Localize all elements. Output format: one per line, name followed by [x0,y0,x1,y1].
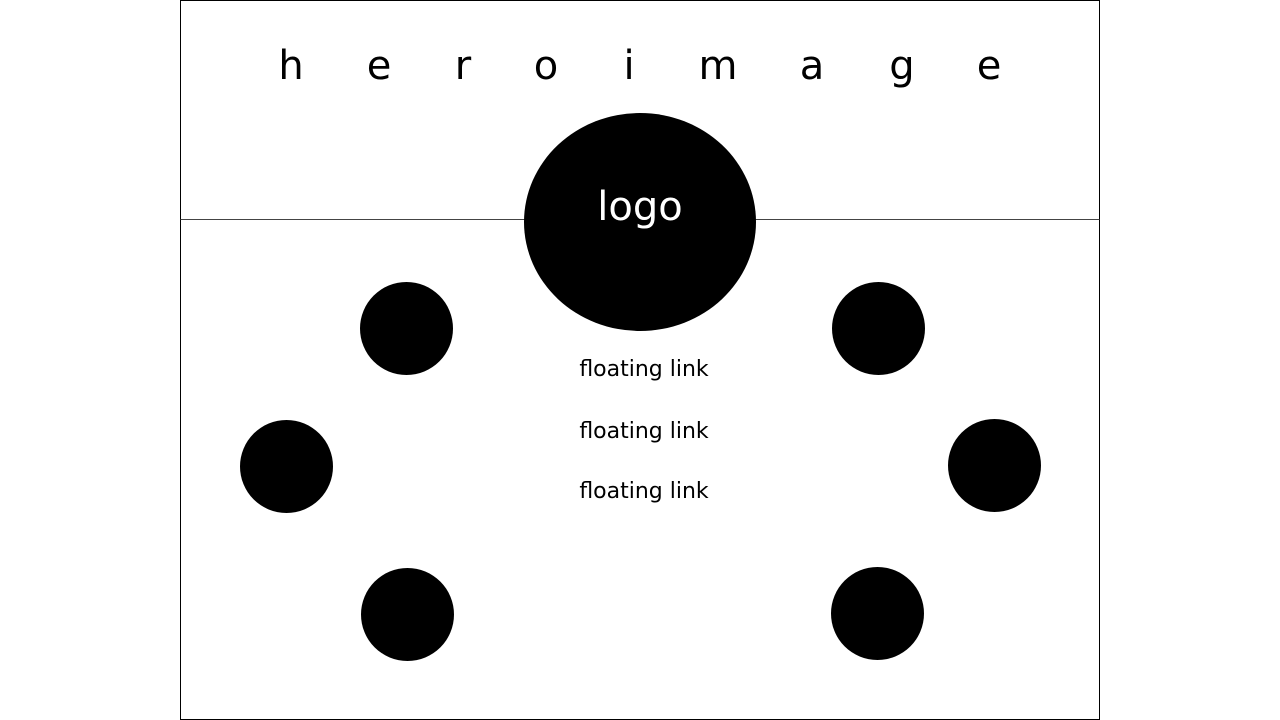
hero-letter: o [533,43,559,89]
nav-circle-bottom-right[interactable] [831,567,924,660]
nav-circle-top-right[interactable] [832,282,925,375]
floating-link[interactable]: floating link [579,479,709,504]
hero-letter: h [278,43,304,89]
hero-letter: g [889,43,915,89]
floating-link[interactable]: floating link [579,357,709,382]
hero-letter: m [698,43,738,89]
nav-circle-middle-left[interactable] [240,420,333,513]
hero-letter: r [454,43,472,89]
hero-letter: e [976,43,1002,89]
floating-link[interactable]: floating link [579,419,709,444]
nav-circle-middle-right[interactable] [948,419,1041,512]
logo[interactable]: logo [524,113,756,331]
hero-letter: e [366,43,392,89]
hero-letter: a [799,43,825,89]
nav-circle-bottom-left[interactable] [361,568,454,661]
logo-label: logo [597,184,683,230]
nav-circle-top-left[interactable] [360,282,453,375]
hero-letter: i [623,43,635,89]
